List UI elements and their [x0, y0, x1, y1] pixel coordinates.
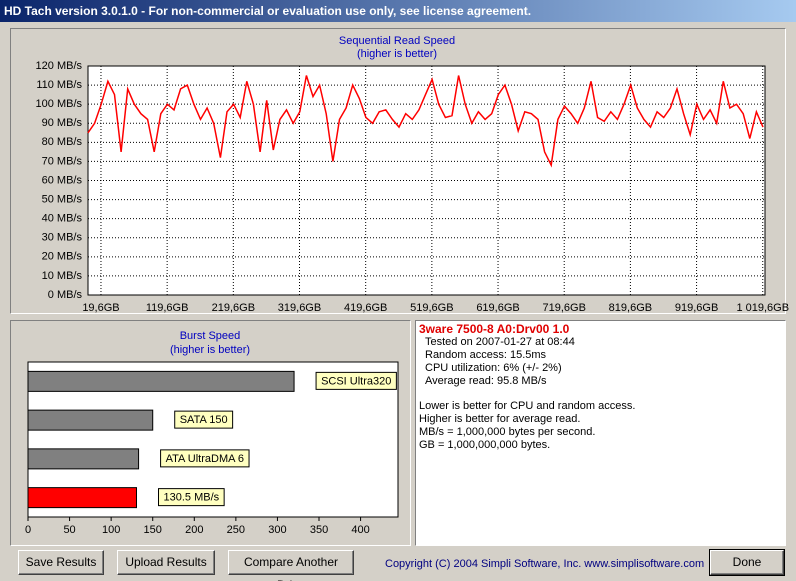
y-tick-label: 40 MB/s — [42, 213, 83, 225]
note: MB/s = 1,000,000 bytes per second. — [419, 426, 596, 438]
info-panel: 3ware 7500-8 A0:Drv00 1.0 Tested on 2007… — [415, 320, 786, 546]
chart-subtitle: (higher is better) — [170, 344, 250, 356]
plot-area — [87, 65, 766, 296]
chart-subtitle: (higher is better) — [357, 48, 437, 60]
x-tick-label: 50 — [63, 524, 75, 536]
y-tick-label: 60 MB/s — [42, 174, 83, 186]
y-tick-label: 90 MB/s — [42, 117, 83, 129]
y-tick-label: 80 MB/s — [42, 136, 83, 148]
y-tick-label: 30 MB/s — [42, 232, 83, 244]
x-tick-label: 350 — [310, 524, 328, 536]
bar — [27, 448, 140, 470]
bar-label: SCSI Ultra320 — [321, 375, 391, 387]
x-tick-label: 919,6GB — [675, 302, 718, 314]
note: GB = 1,000,000,000 bytes. — [419, 439, 551, 451]
chart-title: Burst Speed — [180, 330, 241, 342]
bar-label-box — [174, 410, 234, 429]
read-panel — [10, 28, 786, 314]
bar-label-box — [160, 449, 250, 468]
x-tick-label: 100 — [102, 524, 120, 536]
bar — [27, 370, 295, 392]
x-tick-label: 219,6GB — [212, 302, 255, 314]
compare-button[interactable]: Compare Another Drive — [228, 550, 354, 581]
read-line — [87, 75, 764, 168]
y-tick-label: 0 MB/s — [48, 289, 83, 301]
x-tick-label: 19,6GB — [82, 302, 119, 314]
x-tick-label: 300 — [268, 524, 286, 536]
x-tick-label: 1 019,6GB — [736, 302, 789, 314]
x-tick-label: 819,6GB — [609, 302, 652, 314]
result-line: Tested on 2007-01-27 at 08:44 — [425, 336, 575, 348]
x-tick-label: 250 — [227, 524, 245, 536]
y-tick-label: 20 MB/s — [42, 251, 83, 263]
y-tick-label: 50 MB/s — [42, 193, 83, 205]
note: Higher is better for average read. — [419, 413, 581, 425]
title-bar: HD Tach version 3.0.1.0 - For non-commer… — [0, 0, 796, 22]
x-tick-label: 619,6GB — [476, 302, 519, 314]
x-tick-label: 150 — [144, 524, 162, 536]
y-tick-label: 110 MB/s — [36, 79, 82, 91]
copyright: Copyright (C) 2004 Simpli Software, Inc.… — [385, 558, 705, 570]
bar — [27, 409, 154, 431]
y-tick-label: 120 MB/s — [36, 60, 83, 72]
burst-panel — [10, 320, 411, 546]
x-tick-label: 119,6GB — [146, 302, 189, 314]
x-tick-label: 719,6GB — [543, 302, 586, 314]
bar-label-box — [158, 488, 225, 507]
x-tick-label: 400 — [351, 524, 369, 536]
y-tick-label: 100 MB/s — [36, 98, 83, 110]
result-line: CPU utilization: 6% (+/- 2%) — [425, 362, 562, 374]
done-button[interactable]: Done — [709, 549, 785, 576]
result-line: Average read: 95.8 MB/s — [425, 375, 547, 387]
bar-label: 130.5 MB/s — [164, 492, 220, 504]
y-tick-label: 10 MB/s — [42, 270, 83, 282]
bar — [27, 487, 138, 509]
bar-label: ATA UltraDMA 6 — [166, 453, 244, 465]
upload-button[interactable]: Upload Results — [117, 550, 215, 575]
x-tick-label: 319,6GB — [278, 302, 321, 314]
note: Lower is better for CPU and random acces… — [419, 400, 636, 412]
x-tick-label: 519,6GB — [410, 302, 453, 314]
y-tick-label: 70 MB/s — [42, 155, 83, 167]
x-tick-label: 200 — [185, 524, 203, 536]
result-line: Random access: 15.5ms — [425, 349, 547, 361]
bar-label: SATA 150 — [180, 414, 228, 426]
bar-label-box — [315, 371, 397, 390]
x-tick-label: 419,6GB — [344, 302, 387, 314]
save-button[interactable]: Save Results — [18, 550, 104, 575]
x-tick-label: 0 — [25, 524, 31, 536]
chart-title: Sequential Read Speed — [339, 35, 455, 47]
drive-name: 3ware 7500-8 A0:Drv00 1.0 — [419, 322, 570, 336]
